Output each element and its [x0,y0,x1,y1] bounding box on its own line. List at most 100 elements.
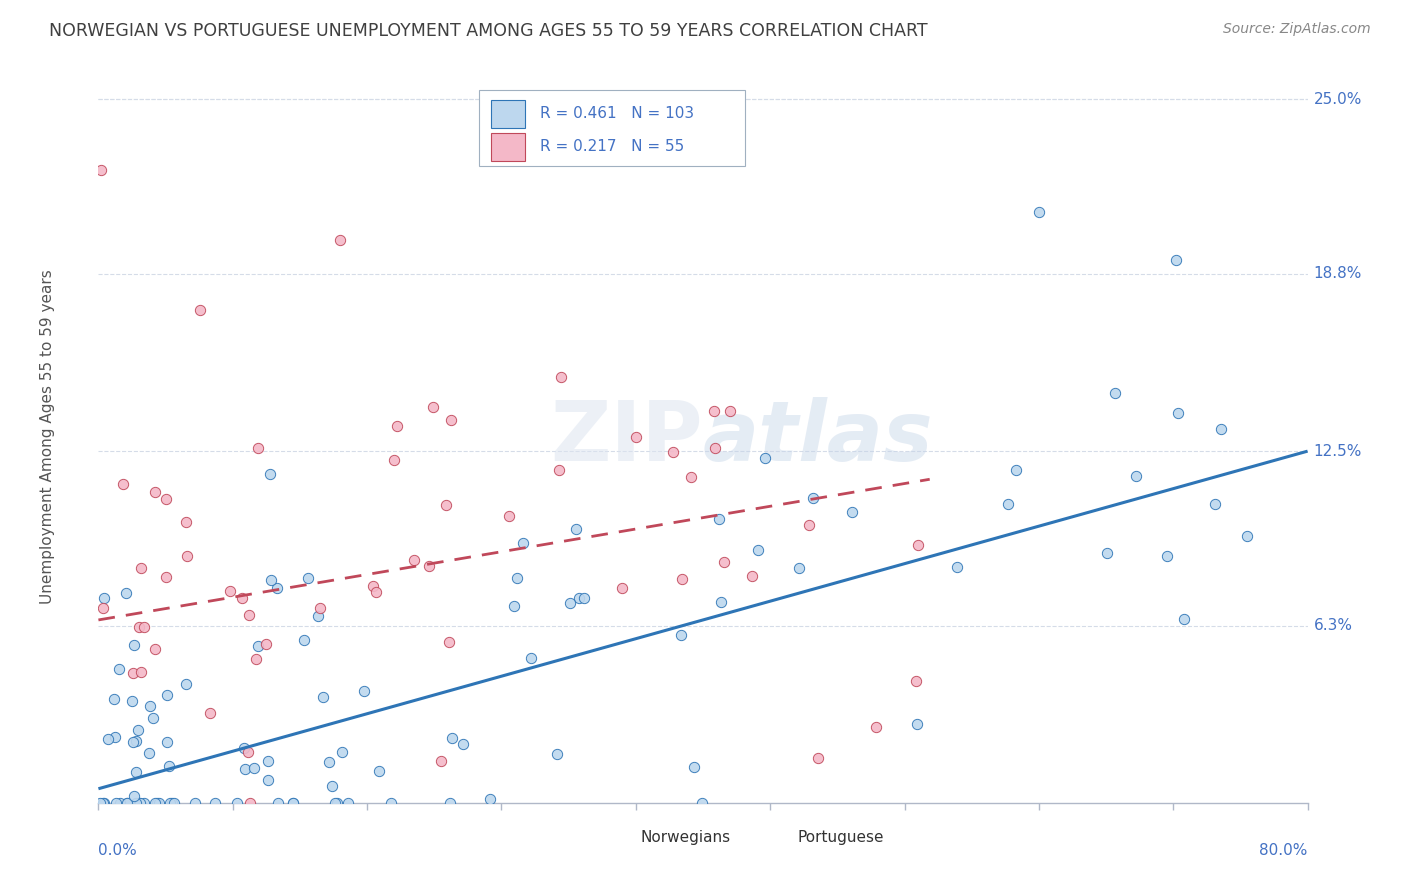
Point [326,796,349,810]
Point [104,796,127,810]
Point [787,561,810,575]
Point [610,581,633,595]
Point [281,796,304,810]
Point [1211,422,1233,436]
Bar [751,828,790,848]
Point [703,403,725,417]
Point [125,764,148,779]
Point [200,706,222,720]
Point [297,571,319,585]
Point [238,608,260,623]
Point [292,633,315,648]
Point [945,560,967,574]
Point [124,789,146,804]
Point [122,665,145,680]
Point [682,759,704,773]
Text: Source: ZipAtlas.com: Source: ZipAtlas.com [1223,22,1371,37]
Point [132,796,155,810]
Point [323,796,346,810]
Point [330,746,353,760]
Point [128,796,150,810]
Point [558,595,581,609]
Point [451,738,474,752]
Point [146,796,169,810]
Point [239,796,262,810]
Text: 80.0%: 80.0% [1260,843,1308,858]
Point [148,796,170,810]
Point [243,761,266,775]
Point [690,796,713,810]
Point [704,441,727,455]
Point [441,731,464,745]
Point [478,791,501,805]
Point [103,692,125,706]
Point [364,584,387,599]
Point [361,579,384,593]
Point [550,370,572,384]
Text: atlas: atlas [703,397,934,477]
Point [89,796,111,810]
Point [139,698,162,713]
Text: ZIP: ZIP [551,397,703,477]
Point [907,538,929,552]
Point [231,591,253,605]
Point [318,755,340,769]
Text: NORWEGIAN VS PORTUGUESE UNEMPLOYMENT AMONG AGES 55 TO 59 YEARS CORRELATION CHART: NORWEGIAN VS PORTUGUESE UNEMPLOYMENT AMO… [49,22,928,40]
Point [233,740,256,755]
Point [1005,463,1028,477]
Point [162,796,184,810]
Point [103,730,125,744]
Point [155,491,177,506]
Point [661,445,683,459]
Point [1125,468,1147,483]
Point [439,796,461,810]
Point [266,581,288,595]
Point [669,628,692,642]
Point [121,694,143,708]
Point [238,745,260,759]
Point [246,640,269,654]
Point [309,601,332,615]
Point [112,477,135,491]
Point [138,746,160,760]
Point [188,303,211,318]
Point [710,595,733,609]
Point [257,773,280,788]
Point [115,586,138,600]
Point [865,720,887,734]
Point [143,796,166,810]
Point [108,796,131,810]
Text: 12.5%: 12.5% [1313,443,1362,458]
Text: 0.0%: 0.0% [98,843,138,858]
Point [997,497,1019,511]
Point [259,467,281,481]
Text: R = 0.461   N = 103: R = 0.461 N = 103 [540,106,695,121]
Point [321,779,343,793]
Point [145,485,167,500]
Point [1236,529,1258,543]
Point [132,620,155,634]
Point [430,754,453,768]
Point [707,512,730,526]
Point [93,796,115,810]
Point [498,508,520,523]
Point [97,731,120,746]
Point [174,676,197,690]
Point [129,665,152,679]
Point [1204,497,1226,511]
Point [125,734,148,748]
Point [503,599,526,614]
Point [754,450,776,465]
Point [422,400,444,414]
Point [547,747,569,761]
Point [741,568,763,582]
Point [312,690,335,704]
Point [1164,253,1187,268]
Point [127,723,149,737]
Point [418,558,440,573]
FancyBboxPatch shape [479,90,745,167]
Point [807,750,830,764]
Point [713,555,735,569]
Point [93,796,115,810]
Point [905,717,928,731]
